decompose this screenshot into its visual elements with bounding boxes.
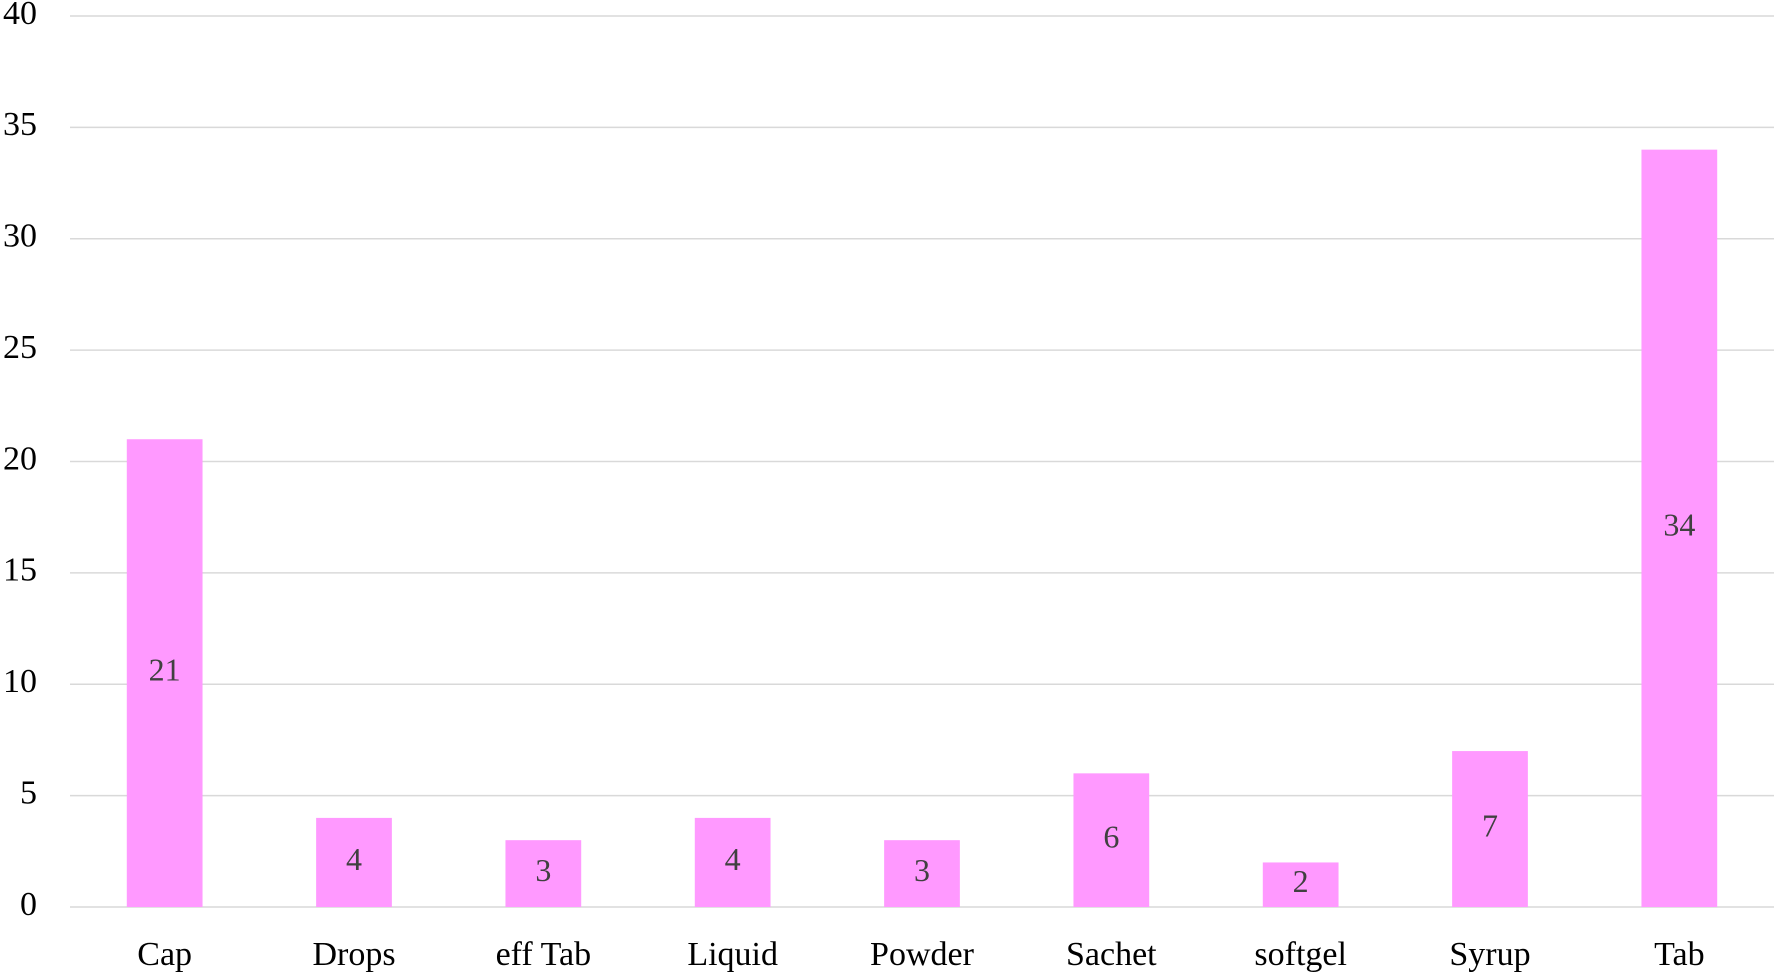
data-label: 3 bbox=[535, 852, 551, 888]
bar bbox=[1262, 862, 1339, 907]
data-label: 21 bbox=[149, 651, 181, 687]
bar bbox=[126, 439, 203, 907]
bar bbox=[694, 817, 771, 907]
y-tick-label: 35 bbox=[3, 106, 37, 143]
x-tick-label: Drops bbox=[312, 936, 395, 973]
data-label: 4 bbox=[725, 841, 741, 877]
bar bbox=[1452, 751, 1528, 907]
data-label: 6 bbox=[1103, 819, 1119, 855]
x-tick-label: Powder bbox=[870, 936, 975, 973]
data-label: 34 bbox=[1663, 507, 1695, 543]
data-label: 2 bbox=[1293, 863, 1309, 899]
bar bbox=[505, 840, 582, 907]
x-tick-label: Syrup bbox=[1449, 936, 1530, 973]
bar bbox=[316, 817, 392, 907]
bar bbox=[1641, 149, 1718, 907]
x-tick-label: eff Tab bbox=[496, 936, 592, 973]
data-label: 7 bbox=[1482, 807, 1498, 843]
x-tick-label: Liquid bbox=[687, 936, 778, 973]
bar bbox=[884, 840, 960, 907]
y-tick-label: 10 bbox=[3, 663, 37, 700]
x-tick-label: Sachet bbox=[1066, 936, 1157, 973]
y-tick-label: 15 bbox=[3, 552, 37, 589]
y-tick-label: 30 bbox=[3, 218, 37, 255]
x-tick-label: Tab bbox=[1654, 936, 1705, 973]
y-tick-label: 5 bbox=[20, 774, 37, 811]
y-tick-label: 40 bbox=[3, 0, 37, 32]
bar bbox=[1073, 773, 1150, 907]
x-tick-label: Cap bbox=[137, 936, 192, 973]
x-tick-label: softgel bbox=[1254, 936, 1347, 973]
data-label: 4 bbox=[346, 841, 362, 877]
data-label: 3 bbox=[914, 852, 930, 888]
y-tick-label: 25 bbox=[3, 329, 37, 366]
y-tick-label: 0 bbox=[20, 886, 37, 923]
y-tick-label: 20 bbox=[3, 440, 37, 477]
